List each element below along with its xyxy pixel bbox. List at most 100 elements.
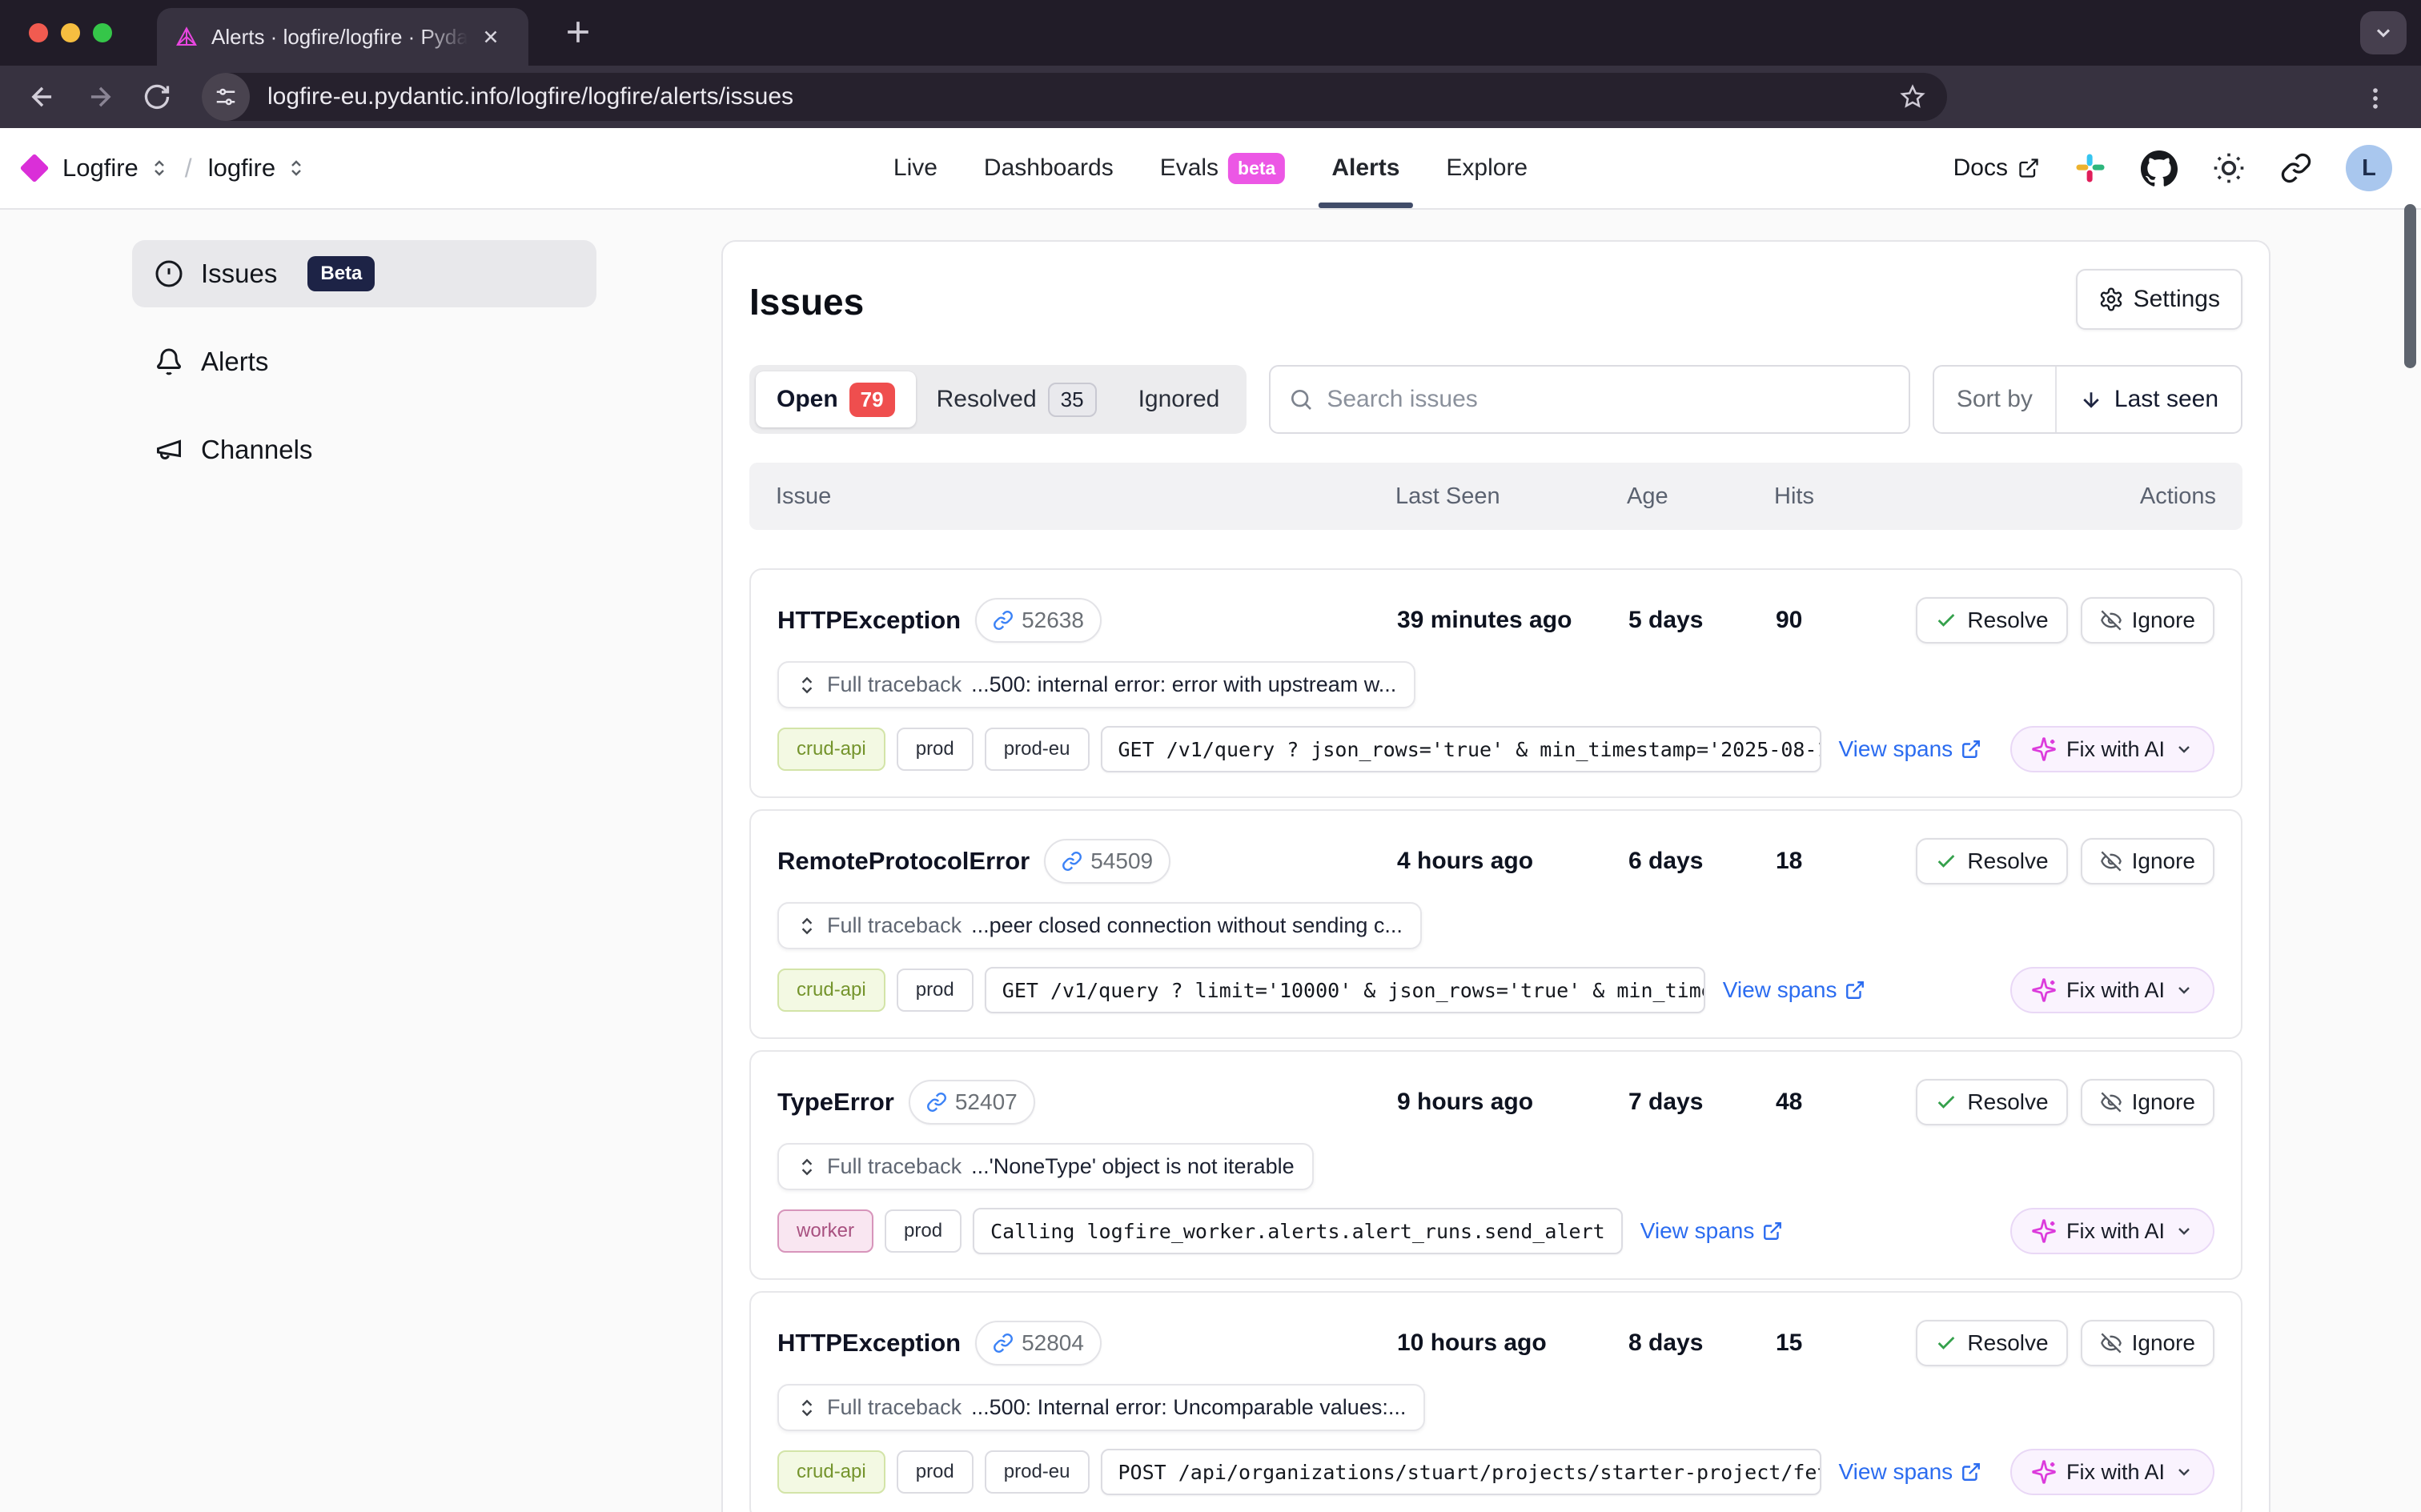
url-text[interactable]: logfire-eu.pydantic.info/logfire/logfire…	[267, 83, 793, 110]
resolve-button[interactable]: Resolve	[1916, 1320, 2068, 1366]
view-spans-link[interactable]: View spans	[1839, 1459, 1982, 1485]
issue-tags: crud-api prod	[777, 969, 974, 1012]
full-traceback-toggle[interactable]: Full traceback ...'NoneType' object is n…	[777, 1143, 1314, 1190]
project-selector-icon[interactable]	[287, 158, 306, 178]
tab-overview-button[interactable]	[2360, 11, 2407, 54]
fix-with-ai-button[interactable]: Fix with AI	[2009, 1208, 2214, 1254]
issue-row: HTTPException 52804 10 hours ago 8 days …	[749, 1291, 2242, 1512]
slack-icon[interactable]	[2074, 151, 2107, 185]
issue-code-snippet[interactable]: POST /api/organizations/stuart/projects/…	[1100, 1449, 1821, 1495]
browser-toolbar: logfire-eu.pydantic.info/logfire/logfire…	[0, 66, 2421, 128]
window-controls[interactable]	[29, 23, 112, 42]
view-spans-link[interactable]: View spans	[1723, 977, 1866, 1003]
search-issues-box[interactable]	[1269, 365, 1910, 434]
fix-with-ai-button[interactable]: Fix with AI	[2009, 967, 2214, 1013]
breadcrumb-separator: /	[184, 153, 192, 182]
address-bar[interactable]: logfire-eu.pydantic.info/logfire/logfire…	[202, 73, 1947, 121]
browser-tab[interactable]: Alerts · logfire/logfire · Pydant	[157, 8, 528, 66]
filter-open[interactable]: Open 79	[756, 371, 916, 427]
sidebar-item-label: Issues	[201, 259, 278, 288]
alert-circle-icon	[155, 260, 183, 287]
unfold-icon	[801, 676, 813, 693]
nav-alerts[interactable]: Alerts	[1319, 128, 1413, 208]
chevron-down-icon	[2178, 1468, 2190, 1476]
issue-title[interactable]: TypeError	[777, 1088, 894, 1116]
org-selector-icon[interactable]	[150, 158, 169, 178]
resolve-button[interactable]: Resolve	[1916, 1079, 2068, 1125]
fix-with-ai-button[interactable]: Fix with AI	[2009, 726, 2214, 772]
project-name[interactable]: logfire	[207, 154, 276, 182]
theme-toggle-icon[interactable]	[2211, 150, 2246, 186]
view-spans-link[interactable]: View spans	[1839, 736, 1982, 762]
ignore-button[interactable]: Ignore	[2080, 597, 2214, 644]
issue-last-seen: 4 hours ago	[1397, 848, 1534, 874]
status-filter: Open 79 Resolved 35 Ignored	[749, 365, 1247, 434]
issue-code-snippet[interactable]: GET /v1/query ? limit='10000' & json_row…	[984, 967, 1705, 1013]
external-link-icon	[1764, 1222, 1782, 1240]
full-traceback-toggle[interactable]: Full traceback ...500: internal error: e…	[777, 661, 1416, 708]
sidebar-item-issues[interactable]: Issues Beta	[132, 240, 596, 307]
issue-code-snippet[interactable]: GET /v1/query ? json_rows='true' & min_t…	[1100, 726, 1821, 772]
close-window-button[interactable]	[29, 23, 48, 42]
issue-id-chip[interactable]: 52638	[975, 598, 1102, 643]
org-name[interactable]: Logfire	[62, 154, 139, 182]
minimize-window-button[interactable]	[61, 23, 80, 42]
sparkles-icon	[2032, 737, 2056, 761]
nav-explore[interactable]: Explore	[1446, 154, 1528, 181]
unfold-icon	[801, 1399, 813, 1416]
filter-resolved[interactable]: Resolved 35	[916, 371, 1118, 427]
ignore-button[interactable]: Ignore	[2080, 1320, 2214, 1366]
fix-with-ai-button[interactable]: Fix with AI	[2009, 1449, 2214, 1495]
issue-id-chip[interactable]: 52407	[908, 1080, 1035, 1125]
ignore-button[interactable]: Ignore	[2080, 838, 2214, 884]
issue-id: 52407	[954, 1089, 1018, 1114]
ignore-button[interactable]: Ignore	[2080, 1079, 2214, 1125]
app-header: Logfire / logfire Live Dashboards Evals b…	[0, 128, 2421, 210]
nav-live[interactable]: Live	[893, 154, 937, 181]
issue-code-snippet[interactable]: Calling logfire_worker.alerts.alert_runs…	[973, 1208, 1623, 1254]
full-traceback-toggle[interactable]: Full traceback ...500: Internal error: U…	[777, 1384, 1426, 1431]
issue-title[interactable]: HTTPException	[777, 606, 962, 634]
evals-beta-badge: beta	[1228, 152, 1286, 184]
issue-title[interactable]: HTTPException	[777, 1329, 962, 1357]
sort-value-button[interactable]: Last seen	[2057, 367, 2241, 432]
search-input[interactable]	[1327, 386, 1891, 413]
link-icon	[1062, 852, 1082, 871]
issue-id-chip[interactable]: 54509	[1044, 839, 1171, 884]
view-spans-link[interactable]: View spans	[1640, 1218, 1784, 1244]
new-tab-icon[interactable]	[560, 14, 596, 50]
maximize-window-button[interactable]	[93, 23, 112, 42]
reload-icon[interactable]	[143, 82, 171, 111]
issue-row: TypeError 52407 9 hours ago 7 days 48 Re…	[749, 1050, 2242, 1280]
external-link-icon	[1962, 740, 1981, 758]
github-icon[interactable]	[2141, 150, 2178, 186]
issue-id-chip[interactable]: 52804	[975, 1321, 1102, 1366]
share-link-icon[interactable]	[2280, 152, 2312, 184]
bookmark-star-icon[interactable]	[1899, 83, 1926, 110]
sidebar-item-channels[interactable]: Channels	[132, 416, 596, 483]
link-icon	[994, 611, 1014, 630]
resolve-button[interactable]: Resolve	[1916, 838, 2068, 884]
settings-button[interactable]: Settings	[2075, 269, 2242, 330]
issue-title[interactable]: RemoteProtocolError	[777, 847, 1030, 875]
megaphone-icon	[157, 440, 181, 460]
issue-hits: 18	[1776, 848, 1803, 874]
forward-icon[interactable]	[85, 82, 115, 112]
back-icon[interactable]	[27, 82, 58, 112]
site-settings-icon[interactable]	[202, 73, 250, 121]
user-avatar[interactable]: L	[2346, 145, 2392, 191]
issues-beta-badge: Beta	[307, 256, 375, 291]
issue-id: 54509	[1090, 848, 1154, 873]
docs-link[interactable]: Docs	[1953, 154, 2040, 182]
resolve-button[interactable]: Resolve	[1916, 597, 2068, 644]
tab-close-icon[interactable]	[480, 26, 501, 47]
issue-hits: 90	[1776, 607, 1803, 633]
tag-worker: worker	[777, 1209, 874, 1253]
full-traceback-toggle[interactable]: Full traceback ...peer closed connection…	[777, 902, 1422, 949]
browser-menu-icon[interactable]	[2362, 85, 2389, 112]
filter-ignored[interactable]: Ignored	[1138, 386, 1220, 412]
page-scrollbar[interactable]	[2404, 204, 2416, 368]
sidebar-item-alerts[interactable]: Alerts	[132, 328, 596, 395]
nav-dashboards[interactable]: Dashboards	[983, 154, 1114, 181]
nav-evals[interactable]: Evals beta	[1147, 128, 1299, 208]
